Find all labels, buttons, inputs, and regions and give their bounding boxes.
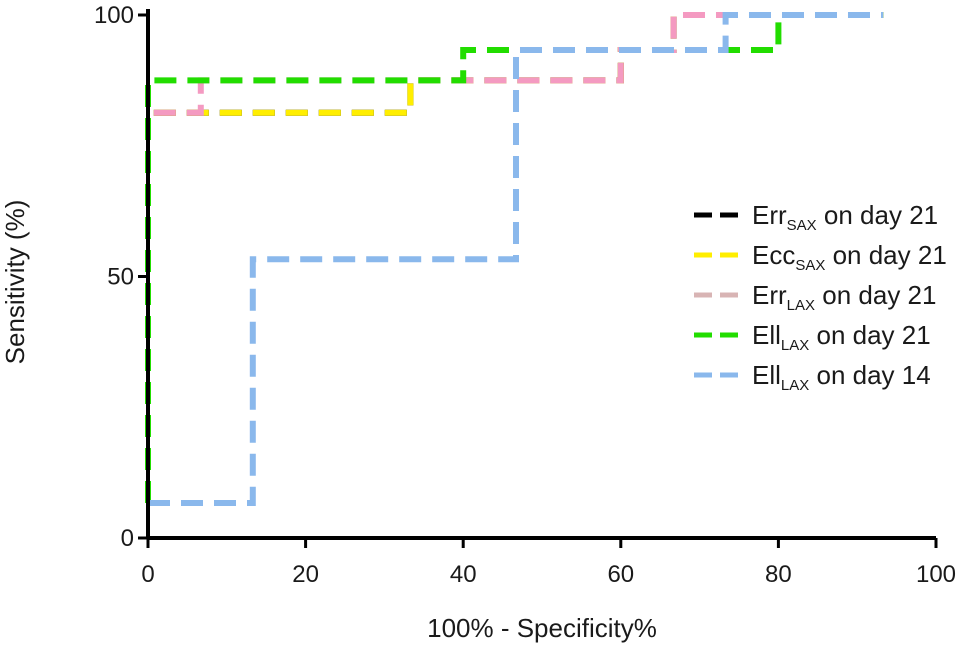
x-tick-label: 100 xyxy=(916,561,956,588)
series-layer xyxy=(145,12,884,506)
tick-labels: 0 20 40 60 80 100 0 50 100 xyxy=(94,2,956,588)
legend-label-2: EccSAX on day 21 xyxy=(752,240,947,274)
y-tick-label: 100 xyxy=(94,2,134,29)
x-tick-label: 40 xyxy=(450,561,477,588)
legend: ErrSAX on day 21 EccSAX on day 21 ErrLAX o… xyxy=(694,200,947,394)
series-line-4 xyxy=(145,12,884,503)
x-tick-label: 60 xyxy=(607,561,634,588)
legend-label-5: EllLAX on day 14 xyxy=(752,360,931,394)
series-line-3 xyxy=(145,12,884,503)
y-axis-title: Sensitivity (%) xyxy=(0,200,30,365)
x-axis-title: 100% - Specificity% xyxy=(427,613,657,643)
x-tick-label: 80 xyxy=(765,561,792,588)
axes xyxy=(138,9,938,548)
y-tick-label: 0 xyxy=(121,525,134,552)
y-tick-label: 50 xyxy=(107,264,134,291)
legend-label-1: ErrSAX on day 21 xyxy=(752,200,938,234)
series-line-5 xyxy=(148,12,884,506)
legend-label-3: ErrLAX on day 21 xyxy=(752,280,936,314)
x-tick-label: 20 xyxy=(292,561,319,588)
x-tick-label: 0 xyxy=(141,561,154,588)
legend-label-4: EllLAX on day 21 xyxy=(752,320,931,354)
